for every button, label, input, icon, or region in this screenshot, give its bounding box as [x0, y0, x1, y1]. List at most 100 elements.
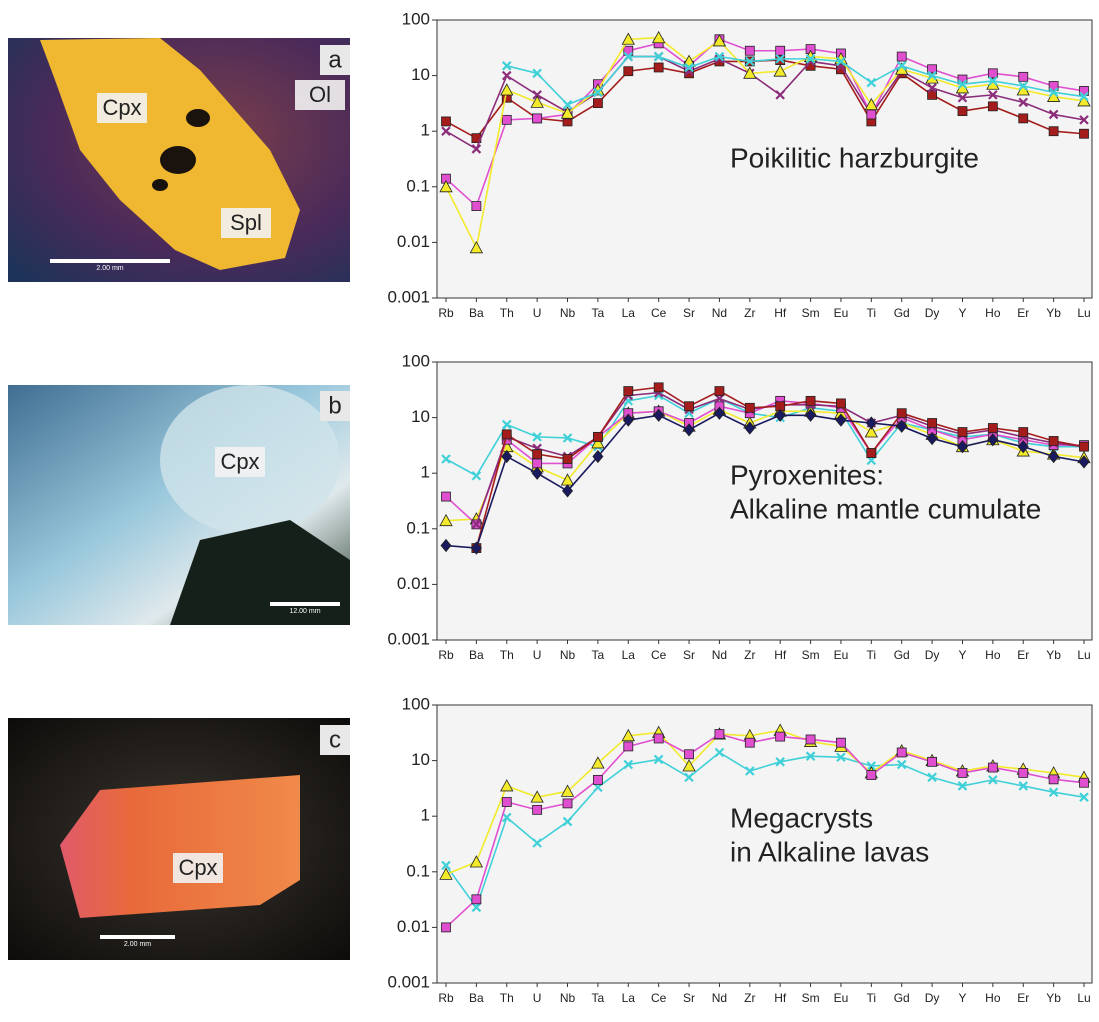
marker: [988, 775, 998, 785]
marker: [836, 737, 846, 748]
y-tick-label: 1: [421, 463, 430, 482]
marker: [501, 70, 512, 81]
panel-letter: a: [328, 46, 342, 73]
series: [441, 34, 1089, 211]
mineral-label: Cpx: [178, 855, 217, 880]
x-tick-label: Ti: [867, 306, 877, 320]
y-tick-label: 1: [421, 121, 430, 140]
x-tick-label: Eu: [834, 991, 849, 1005]
marker: [1079, 777, 1089, 788]
marker: [957, 79, 968, 89]
marker: [441, 116, 451, 127]
series: [439, 30, 1091, 254]
marker: [500, 779, 514, 792]
marker: [927, 772, 937, 783]
marker: [987, 762, 998, 773]
series-line: [445, 729, 1085, 876]
label-box: [97, 93, 147, 123]
marker: [775, 90, 785, 100]
x-tick-label: Eu: [834, 306, 849, 320]
y-tick-label: 10: [411, 65, 430, 84]
marker: [775, 731, 786, 742]
x-tick-label: Hf: [774, 648, 787, 662]
marker: [1018, 768, 1029, 778]
mineral-label: Cpx: [102, 95, 141, 120]
marker: [501, 797, 512, 807]
marker: [987, 423, 998, 433]
x-tick-label: Rb: [438, 306, 454, 320]
x-tick-label: Y: [958, 306, 966, 320]
marker: [927, 83, 937, 93]
x-tick-label: Gd: [894, 648, 910, 662]
label-box: [173, 853, 223, 883]
x-tick-label: Ta: [592, 648, 605, 662]
marker: [593, 431, 603, 442]
mineral-label: Spl: [230, 210, 262, 235]
marker: [469, 240, 484, 254]
marker: [1079, 91, 1089, 102]
x-tick-label: Ti: [867, 648, 877, 662]
series-line: [445, 394, 1084, 477]
x-tick-label: La: [622, 306, 636, 320]
marker: [622, 413, 634, 427]
x-tick-label: Gd: [894, 991, 910, 1005]
marker: [927, 89, 937, 100]
scale-label: 2.00 mm: [96, 265, 123, 272]
x-tick-label: Er: [1017, 648, 1029, 662]
marker: [441, 922, 451, 933]
scale-bar: [270, 602, 340, 606]
x-tick-label: Er: [1017, 306, 1029, 320]
marker: [927, 70, 937, 81]
marker: [927, 418, 937, 428]
marker: [441, 126, 451, 136]
marker: [805, 395, 816, 406]
marker: [501, 419, 512, 430]
marker: [1048, 87, 1059, 98]
series-line: [445, 55, 1085, 151]
series: [441, 747, 1089, 913]
x-tick-label: La: [622, 648, 636, 662]
x-tick-label: Ce: [651, 306, 667, 320]
x-tick-label: Y: [958, 991, 966, 1005]
x-tick-label: Sm: [802, 306, 820, 320]
x-tick-label: Nb: [560, 648, 576, 662]
marker: [621, 32, 635, 45]
marker: [1048, 774, 1059, 785]
marker: [501, 61, 512, 71]
panel-box: [320, 391, 350, 421]
marker: [471, 894, 482, 905]
marker: [1018, 781, 1029, 791]
y-tick-label: 100: [402, 9, 430, 28]
marker: [1018, 71, 1029, 82]
marker: [560, 784, 575, 797]
x-tick-label: Nd: [712, 306, 727, 320]
marker: [471, 902, 482, 913]
marker: [623, 66, 634, 77]
marker: [441, 860, 451, 871]
marker: [1079, 115, 1089, 125]
marker: [957, 427, 968, 437]
marker: [471, 201, 482, 211]
mineral-label: Ol: [309, 82, 331, 107]
marker: [532, 113, 543, 124]
y-tick-label: 0.01: [397, 232, 430, 251]
marker: [562, 454, 573, 464]
marker: [956, 440, 968, 454]
series: [440, 406, 1090, 555]
marker: [775, 45, 786, 56]
marker: [593, 87, 603, 98]
marker: [743, 66, 757, 79]
marker: [957, 106, 968, 116]
marker: [896, 747, 907, 758]
marker: [926, 431, 938, 446]
series-line: [445, 733, 1085, 928]
marker: [684, 62, 694, 73]
marker: [471, 470, 482, 481]
label-box: [215, 447, 265, 477]
marker: [927, 756, 937, 767]
marker: [896, 408, 907, 419]
x-tick-label: Ba: [469, 306, 484, 320]
y-tick-label: 0.1: [406, 176, 430, 195]
marker: [773, 64, 787, 77]
x-tick-label: Lu: [1077, 306, 1090, 320]
